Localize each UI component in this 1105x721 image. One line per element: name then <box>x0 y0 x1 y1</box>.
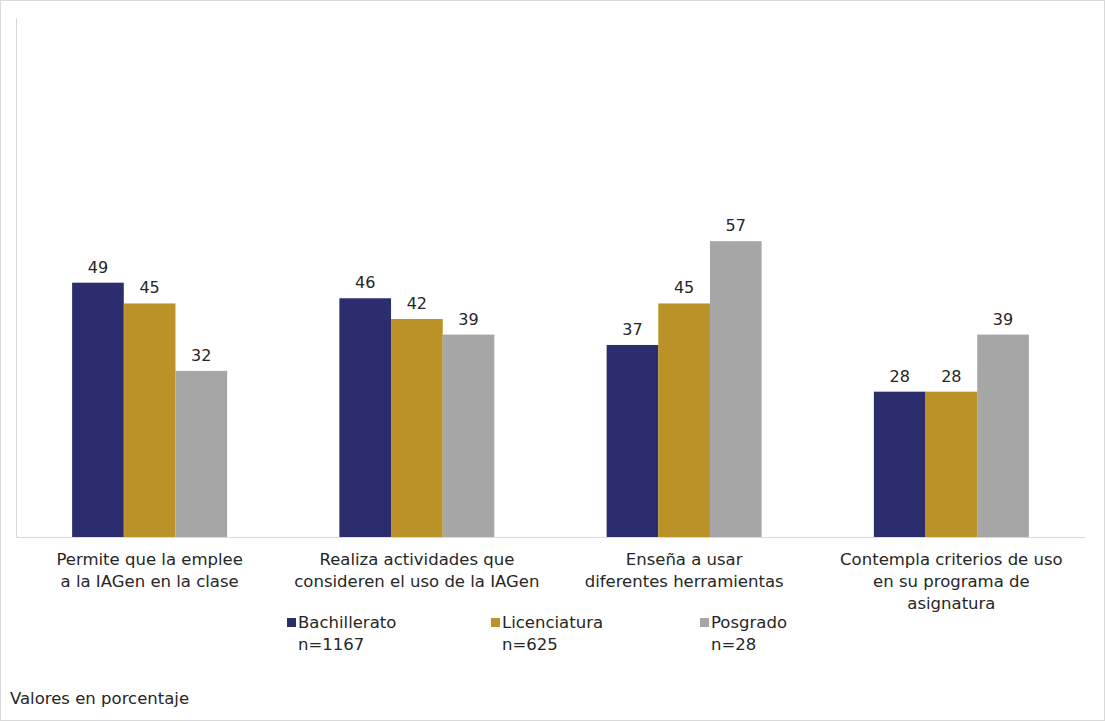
bar <box>339 298 391 537</box>
bar <box>443 335 495 537</box>
x-tick: Enseña a usardiferentes herramientas <box>585 537 784 591</box>
data-label: 37 <box>622 320 642 339</box>
x-tick: Contempla criterios de usoen su programa… <box>840 537 1063 613</box>
bar <box>710 241 762 537</box>
x-tick: Realiza actividades queconsideren el uso… <box>294 537 539 591</box>
x-tick-label: Permite que la empleea la IAGen en la cl… <box>56 550 242 591</box>
chart: 49 46 37 28 45 42 45 28 32 39 57 39 Permite que la e… <box>0 0 1105 721</box>
legend-swatch <box>287 618 296 627</box>
legend: Bachilleraton=1167 Licenciaturan=625 Posgr… <box>287 613 787 654</box>
data-label: 32 <box>191 346 211 365</box>
legend-label: Bachilleraton=1167 <box>298 613 396 654</box>
caption: Valores en porcentaje <box>10 689 189 708</box>
bar <box>607 345 659 537</box>
bar <box>175 371 227 537</box>
data-label: 28 <box>890 367 910 386</box>
data-label: 46 <box>355 273 375 292</box>
x-tick: Permite que la empleea la IAGen en la cl… <box>56 537 242 591</box>
x-tick-label: Realiza actividades queconsideren el uso… <box>294 550 539 591</box>
data-label: 42 <box>407 294 427 313</box>
legend-label: Posgradon=28 <box>711 613 787 654</box>
data-label: 45 <box>139 278 159 297</box>
legend-item: Bachilleraton=1167 <box>287 613 396 654</box>
data-label: 45 <box>674 278 694 297</box>
x-axis: Permite que la empleea la IAGen en la cl… <box>17 537 1086 613</box>
data-labels: 49 46 37 28 45 42 45 28 32 39 57 39 <box>88 216 1013 386</box>
data-label: 57 <box>726 216 746 235</box>
bar <box>658 303 710 537</box>
frame <box>1 1 1105 721</box>
bar <box>977 335 1029 537</box>
legend-item: Posgradon=28 <box>700 613 787 654</box>
legend-item: Licenciaturan=625 <box>491 613 603 654</box>
x-tick-label: Contempla criterios de usoen su programa… <box>840 550 1063 613</box>
legend-swatch <box>491 618 500 627</box>
data-label: 49 <box>88 258 108 277</box>
legend-label: Licenciaturan=625 <box>502 613 603 654</box>
bar <box>391 319 443 537</box>
data-label: 39 <box>458 310 478 329</box>
bar <box>72 283 124 537</box>
y-axis <box>16 19 17 538</box>
x-tick-label: Enseña a usardiferentes herramientas <box>585 550 784 591</box>
data-label: 39 <box>993 310 1013 329</box>
x-axis-line <box>17 537 1086 538</box>
y-axis-line <box>16 19 17 538</box>
bars <box>72 241 1029 537</box>
data-label: 28 <box>941 367 961 386</box>
legend-swatch <box>700 618 709 627</box>
bar <box>926 392 978 537</box>
bar <box>874 392 926 537</box>
bar <box>124 303 176 537</box>
